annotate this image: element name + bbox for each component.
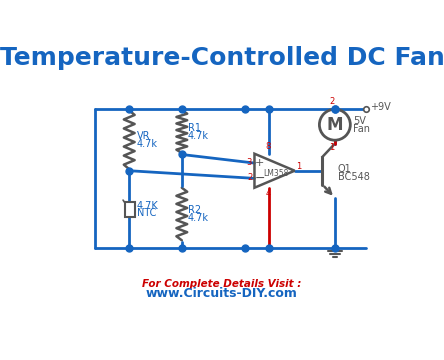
Text: +: + bbox=[255, 158, 265, 168]
Text: 2: 2 bbox=[247, 173, 252, 182]
Text: 8: 8 bbox=[266, 143, 271, 152]
Text: Fan: Fan bbox=[353, 123, 370, 134]
Text: 4.7k: 4.7k bbox=[188, 131, 209, 141]
Text: 4.7K: 4.7K bbox=[137, 201, 159, 211]
Text: 1: 1 bbox=[329, 143, 334, 152]
Text: For Complete Details Visit :: For Complete Details Visit : bbox=[143, 279, 301, 289]
Text: 3: 3 bbox=[247, 158, 252, 167]
Text: −: − bbox=[254, 172, 265, 185]
Text: Temperature-Controlled DC Fan: Temperature-Controlled DC Fan bbox=[0, 46, 444, 70]
Text: NTC: NTC bbox=[137, 208, 156, 218]
Text: VR: VR bbox=[137, 131, 151, 141]
Text: R2: R2 bbox=[188, 205, 201, 215]
Text: Q1: Q1 bbox=[338, 164, 352, 174]
Text: BC548: BC548 bbox=[338, 172, 370, 182]
Text: 4.7k: 4.7k bbox=[137, 139, 158, 149]
Text: 2: 2 bbox=[329, 97, 334, 106]
Text: 4: 4 bbox=[266, 189, 271, 198]
Text: +9V: +9V bbox=[370, 102, 390, 112]
Text: 1: 1 bbox=[296, 162, 301, 171]
Text: R1: R1 bbox=[188, 123, 201, 133]
Text: LM358: LM358 bbox=[263, 168, 289, 177]
Text: 5V: 5V bbox=[353, 116, 366, 126]
Circle shape bbox=[319, 109, 350, 140]
Text: www.Circuits-DIY.com: www.Circuits-DIY.com bbox=[146, 287, 298, 300]
Text: 4.7k: 4.7k bbox=[188, 213, 209, 223]
Bar bbox=[125, 202, 135, 217]
Text: M: M bbox=[327, 116, 343, 134]
